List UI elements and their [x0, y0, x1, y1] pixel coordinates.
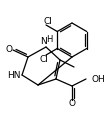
Text: O: O [6, 45, 13, 54]
Text: OH: OH [92, 75, 106, 83]
Text: HN: HN [7, 71, 21, 80]
Text: H: H [46, 35, 52, 44]
Text: Cl: Cl [44, 16, 53, 25]
Text: N: N [40, 37, 46, 46]
Text: O: O [68, 100, 75, 108]
Text: Cl: Cl [40, 55, 49, 63]
